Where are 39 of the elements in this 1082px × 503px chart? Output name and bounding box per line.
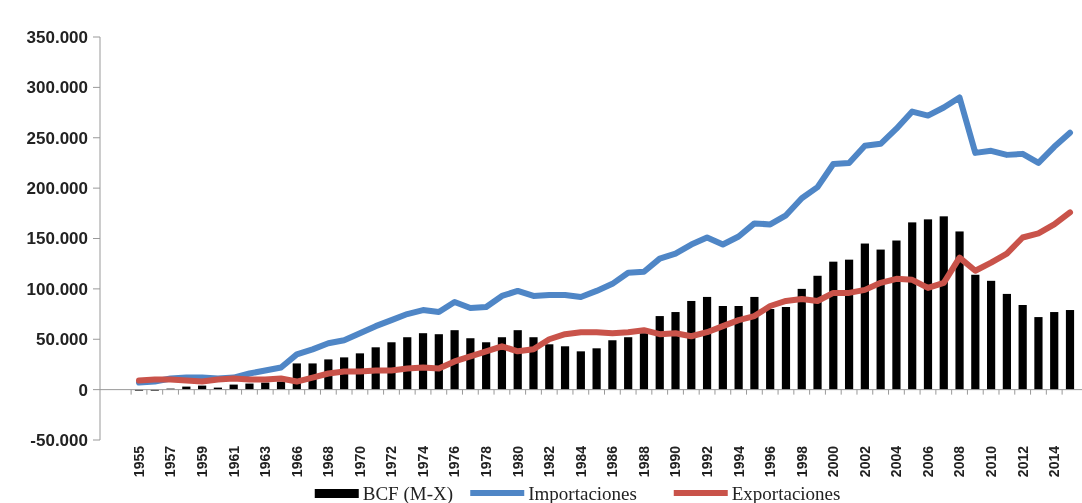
x-tick-label: 1988 <box>635 445 652 478</box>
x-tick-label: 1957 <box>162 445 179 478</box>
y-tick-label: 350.000 <box>26 27 88 47</box>
y-tick-label: -50.000 <box>30 430 88 450</box>
y-tick-label: 250.000 <box>26 128 88 148</box>
x-tick-label: 1992 <box>698 445 715 478</box>
y-tick-label: 100.000 <box>26 279 88 299</box>
x-tick-label: 1970 <box>351 445 368 478</box>
x-tick-label: 2012 <box>1014 445 1031 478</box>
y-tick-label: 300.000 <box>26 78 88 98</box>
x-tick-label: 1961 <box>225 445 242 478</box>
y-tick-label: 200.000 <box>26 179 88 199</box>
x-tick-label: 1978 <box>478 445 495 478</box>
x-tick-label: 1996 <box>762 445 779 478</box>
x-tick-label: 1968 <box>320 445 337 478</box>
x-tick-label: 2014 <box>1046 445 1063 478</box>
y-tick-label: 0 <box>78 380 88 400</box>
x-tick-label: 1974 <box>414 445 431 478</box>
x-tick-label: 2002 <box>856 445 873 478</box>
x-tick-label: 1963 <box>257 445 274 478</box>
x-tick-label: 2010 <box>983 445 999 478</box>
x-tick-label: 1990 <box>667 445 684 478</box>
x-tick-label: 1972 <box>383 445 400 478</box>
x-tick-label: 1986 <box>604 445 621 478</box>
y-tick-label: 50.000 <box>36 330 88 350</box>
y-tick-label: 150.000 <box>26 229 88 249</box>
x-tick-label: 1980 <box>509 445 526 478</box>
x-tick-label: 1976 <box>446 445 463 478</box>
x-tick-label: 1994 <box>730 445 747 478</box>
x-tick-label: 2004 <box>888 445 905 478</box>
x-tick-label: 2008 <box>951 445 968 478</box>
x-tick-label: 2000 <box>825 445 842 478</box>
x-tick-label: 1955 <box>130 445 147 478</box>
x-tick-label: 1998 <box>793 445 810 478</box>
x-tick-label: 1966 <box>288 445 305 478</box>
x-tick-label: 2006 <box>919 445 936 478</box>
x-tick-label: 1982 <box>541 445 558 478</box>
x-tick-label: 1959 <box>194 445 211 478</box>
x-tick-label: 1984 <box>572 445 589 478</box>
